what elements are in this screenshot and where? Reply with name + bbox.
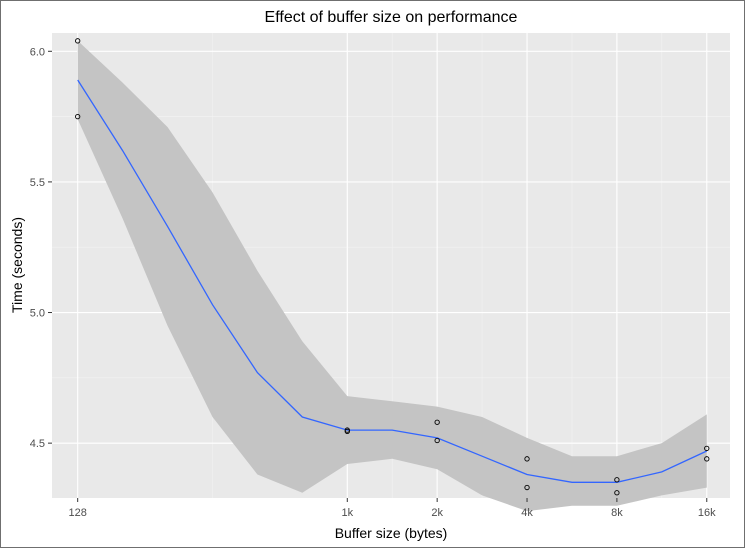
y-tick-label: 4.5 <box>30 438 45 450</box>
data-point <box>614 477 620 483</box>
data-point <box>524 484 530 491</box>
data-point <box>344 428 350 435</box>
confidence-ribbon <box>77 40 707 512</box>
x-tick-label: 1k <box>341 507 353 519</box>
x-tick-label: 2k <box>431 507 443 519</box>
data-point <box>614 490 620 496</box>
y-axis-title: Time (seconds) <box>9 217 25 313</box>
data-point <box>75 38 81 44</box>
data-points <box>75 38 710 496</box>
x-tick-label: 8k <box>611 507 623 519</box>
data-point <box>75 113 81 120</box>
x-axis-title: Buffer size (bytes) <box>335 525 448 541</box>
x-tick-label: 128 <box>69 507 87 519</box>
chart-title: Effect of buffer size on performance <box>265 9 518 26</box>
data-point <box>704 456 710 462</box>
y-tick-label: 5.0 <box>30 308 45 320</box>
x-tick-label: 16k <box>698 507 716 519</box>
x-tick-label: 4k <box>521 507 533 519</box>
data-point <box>434 437 440 444</box>
y-tick-label: 5.5 <box>30 177 45 189</box>
smooth-line <box>77 79 708 483</box>
y-axis-ticks: 4.5 5.0 5.5 6.0 <box>30 46 52 450</box>
y-tick-label: 6.0 <box>30 46 45 58</box>
data-point <box>704 445 710 452</box>
x-axis-ticks: 128 1k 2k 4k 8k 16k <box>69 498 716 519</box>
data-point <box>524 456 530 462</box>
data-point <box>434 419 440 425</box>
